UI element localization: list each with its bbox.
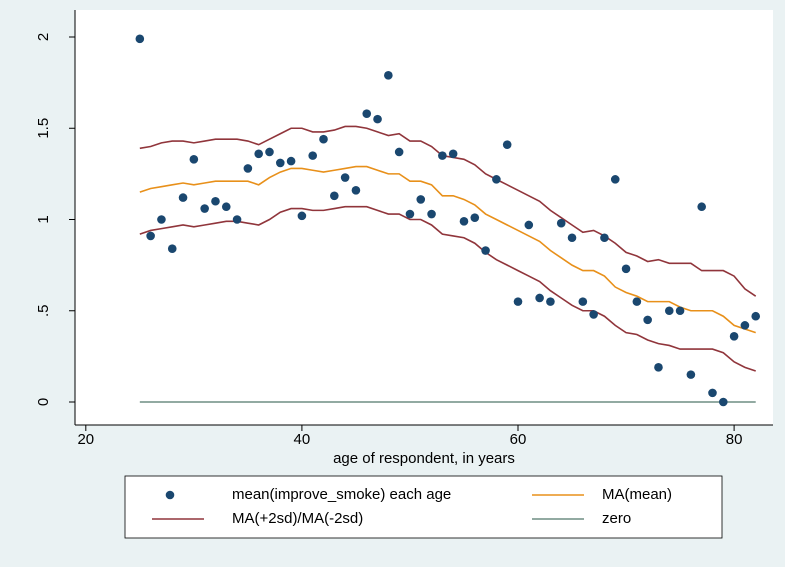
legend-label: zero	[602, 510, 631, 527]
scatter-point	[308, 151, 318, 160]
scatter-point	[729, 332, 739, 341]
scatter-point	[135, 34, 145, 44]
scatter-point	[654, 363, 663, 372]
scatter-point	[178, 193, 188, 202]
scatter-point	[362, 109, 372, 118]
scatter-point	[254, 149, 263, 159]
x-tick-label: 20	[77, 431, 94, 448]
plot-area	[75, 10, 773, 425]
scatter-point	[405, 209, 415, 219]
scatter-point	[546, 297, 555, 306]
scatter-point	[535, 293, 544, 303]
y-tick-label: 1	[35, 215, 52, 223]
scatter-point	[470, 213, 480, 222]
scatter-point	[524, 220, 534, 230]
scatter-point	[221, 202, 231, 212]
scatter-point	[664, 306, 674, 316]
x-axis-label: age of respondent, in years	[333, 450, 515, 467]
scatter-point	[286, 156, 296, 166]
upper-line	[139, 125, 757, 297]
scatter-point	[600, 233, 609, 243]
scatter-point	[351, 186, 361, 195]
scatter-point	[427, 209, 436, 219]
legend	[124, 475, 723, 539]
y-tick-label: 2	[35, 33, 52, 41]
scatter-point	[697, 202, 706, 212]
scatter-point	[146, 231, 155, 241]
scatter-point	[492, 175, 501, 184]
scatter-point	[481, 246, 490, 255]
scatter-point	[751, 311, 761, 321]
legend-label: MA(mean)	[602, 486, 672, 503]
scatter-point	[297, 211, 307, 221]
y-tick-label: .5	[35, 304, 52, 317]
lower-line	[139, 205, 756, 372]
scatter-point	[438, 151, 447, 160]
scatter-point	[675, 306, 685, 316]
legend-label: MA(+2sd)/MA(-2sd)	[232, 510, 363, 527]
scatter-point	[708, 388, 717, 398]
scatter-point	[394, 147, 404, 157]
scatter-point	[167, 244, 177, 254]
y-tick-label: 0	[35, 398, 52, 406]
scatter-point	[610, 175, 620, 184]
legend-marker	[165, 490, 175, 500]
scatter-point	[589, 310, 598, 319]
scatter-point	[621, 264, 631, 274]
scatter-point	[740, 321, 750, 330]
x-tick-label: 80	[726, 431, 743, 448]
x-tick-label: 40	[294, 431, 311, 448]
scatter-point	[556, 218, 566, 228]
scatter-point	[373, 114, 382, 124]
scatter-point	[384, 71, 393, 80]
scatter-point	[340, 173, 350, 182]
legend-label: mean(improve_smoke) each age	[232, 486, 451, 503]
scatter-point	[632, 297, 642, 306]
scatter-point	[157, 215, 166, 224]
y-tick-label: 1.5	[35, 118, 52, 139]
x-tick-label: 60	[510, 431, 527, 448]
scatter-point	[578, 297, 588, 306]
scatter-point	[502, 140, 512, 149]
scatter-point	[275, 158, 285, 168]
line	[139, 165, 756, 334]
scatter-point	[265, 147, 274, 157]
scatter-point	[189, 154, 199, 164]
scatter-point	[567, 233, 577, 243]
scatter-point	[643, 315, 652, 325]
scatter-point	[211, 196, 220, 206]
scatter-point	[330, 191, 339, 201]
scatter-point	[243, 164, 253, 173]
scatter-point	[513, 297, 523, 306]
scatter-point	[319, 134, 328, 144]
scatter-point	[686, 370, 696, 379]
scatter-point	[416, 195, 426, 204]
scatter-point	[448, 149, 458, 159]
scatter-point	[459, 217, 469, 226]
scatter-point	[718, 397, 728, 407]
scatter-point	[200, 204, 209, 213]
scatter-point	[232, 215, 242, 224]
